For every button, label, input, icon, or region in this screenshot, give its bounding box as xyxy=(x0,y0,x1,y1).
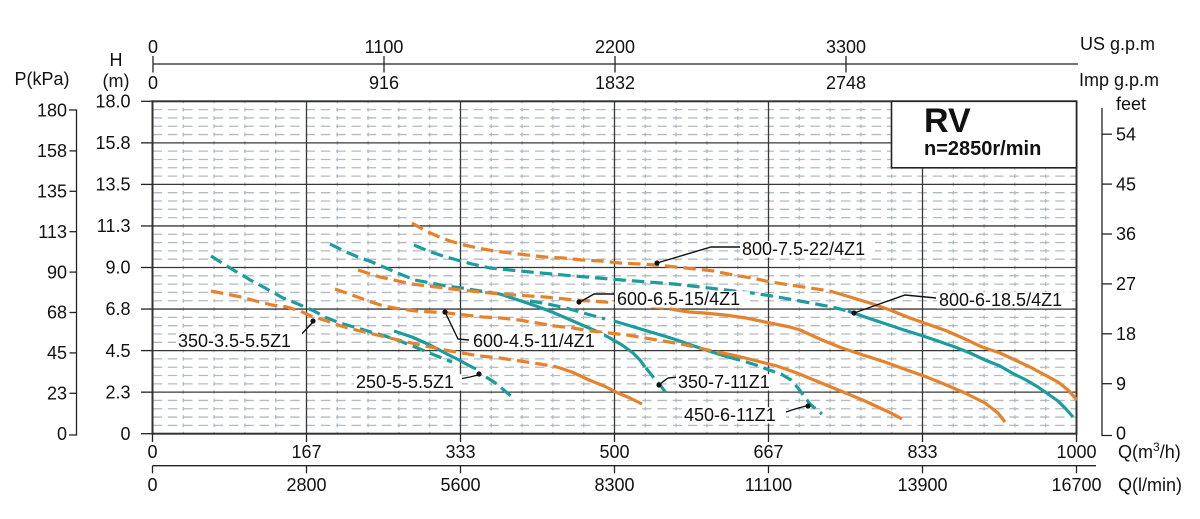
svg-text:833: 833 xyxy=(907,442,937,462)
svg-text:45: 45 xyxy=(1116,174,1136,194)
svg-text:(m): (m) xyxy=(103,71,130,91)
svg-text:RV: RV xyxy=(924,102,971,140)
svg-text:180: 180 xyxy=(37,101,67,121)
svg-text:15.8: 15.8 xyxy=(95,133,130,153)
svg-text:45: 45 xyxy=(47,343,67,363)
svg-text:0: 0 xyxy=(148,73,158,93)
svg-text:167: 167 xyxy=(291,442,321,462)
svg-text:23: 23 xyxy=(47,384,67,404)
svg-text:667: 667 xyxy=(753,442,783,462)
svg-text:0: 0 xyxy=(57,424,67,444)
svg-text:4.5: 4.5 xyxy=(105,341,130,361)
svg-text:2800: 2800 xyxy=(286,475,326,495)
svg-text:600-4.5-11/4Z1: 600-4.5-11/4Z1 xyxy=(473,331,595,351)
svg-text:P(kPa): P(kPa) xyxy=(14,69,69,89)
svg-text:0: 0 xyxy=(148,37,158,57)
svg-text:11100: 11100 xyxy=(745,475,792,495)
svg-text:11.3: 11.3 xyxy=(97,216,131,236)
svg-text:0: 0 xyxy=(120,424,130,444)
svg-text:0: 0 xyxy=(147,442,157,462)
svg-text:500: 500 xyxy=(599,442,629,462)
svg-text:1000: 1000 xyxy=(1056,442,1096,462)
svg-text:13.5: 13.5 xyxy=(95,175,130,195)
svg-text:54: 54 xyxy=(1116,124,1136,144)
svg-text:135: 135 xyxy=(37,182,67,202)
svg-text:350-7-11Z1: 350-7-11Z1 xyxy=(678,372,770,392)
svg-text:2748: 2748 xyxy=(826,73,866,93)
svg-text:916: 916 xyxy=(369,73,399,93)
svg-text:90: 90 xyxy=(47,262,67,282)
svg-text:9.0: 9.0 xyxy=(105,258,130,278)
svg-text:333: 333 xyxy=(445,442,475,462)
svg-text:36: 36 xyxy=(1116,224,1136,244)
svg-text:800-6-18.5/4Z1: 800-6-18.5/4Z1 xyxy=(939,290,1062,310)
svg-text:feet: feet xyxy=(1116,94,1146,114)
svg-text:350-3.5-5.5Z1: 350-3.5-5.5Z1 xyxy=(178,331,291,351)
svg-text:27: 27 xyxy=(1116,274,1136,294)
svg-text:6.8: 6.8 xyxy=(105,299,130,319)
svg-text:18.0: 18.0 xyxy=(95,92,130,112)
svg-text:1832: 1832 xyxy=(595,73,635,93)
svg-text:250-5-5.5Z1: 250-5-5.5Z1 xyxy=(356,372,454,392)
svg-text:158: 158 xyxy=(37,141,67,161)
svg-text:450-6-11Z1: 450-6-11Z1 xyxy=(684,405,776,425)
svg-text:Q(l/min): Q(l/min) xyxy=(1118,475,1182,495)
svg-text:3300: 3300 xyxy=(826,37,866,57)
svg-text:18: 18 xyxy=(1116,324,1136,344)
svg-text:16700: 16700 xyxy=(1051,475,1101,495)
svg-text:n=2850r/min: n=2850r/min xyxy=(924,138,1041,160)
svg-text:8300: 8300 xyxy=(594,475,634,495)
svg-text:800-7.5-22/4Z1: 800-7.5-22/4Z1 xyxy=(742,239,865,259)
svg-text:600-6.5-15/4Z1: 600-6.5-15/4Z1 xyxy=(617,289,740,309)
svg-text:Q(m3/h): Q(m3/h) xyxy=(1118,440,1181,462)
svg-text:1100: 1100 xyxy=(365,37,404,57)
svg-text:0: 0 xyxy=(1116,424,1126,444)
svg-text:US g.p.m: US g.p.m xyxy=(1080,34,1155,54)
svg-text:68: 68 xyxy=(47,303,67,323)
svg-text:2.3: 2.3 xyxy=(105,382,130,402)
svg-text:0: 0 xyxy=(147,475,157,495)
svg-text:13900: 13900 xyxy=(897,475,947,495)
svg-text:113: 113 xyxy=(38,222,67,242)
svg-text:5600: 5600 xyxy=(440,475,480,495)
svg-text:2200: 2200 xyxy=(595,37,635,57)
svg-text:9: 9 xyxy=(1116,374,1126,394)
svg-text:H: H xyxy=(110,50,123,70)
svg-text:Imp g.p.m: Imp g.p.m xyxy=(1079,70,1159,90)
